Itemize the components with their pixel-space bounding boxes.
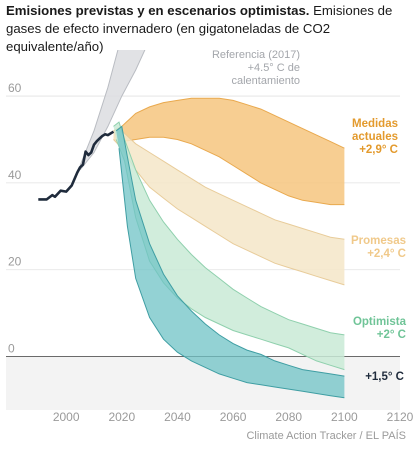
x-tick-label: 2100 bbox=[331, 410, 358, 424]
band-edge-onefive-upper bbox=[115, 125, 345, 377]
label-onefive: +1,5° C bbox=[365, 371, 404, 383]
band-edge-optimistic-upper bbox=[113, 121, 345, 336]
band-current bbox=[113, 98, 345, 205]
band-optimistic bbox=[113, 122, 345, 370]
label-current-line: actuales bbox=[352, 131, 398, 143]
band-edge-current-upper bbox=[113, 97, 345, 149]
y-tick-label: 0 bbox=[8, 342, 15, 356]
x-tick-label: 2080 bbox=[275, 410, 302, 424]
bands-group bbox=[79, 50, 345, 399]
band-edge-reference-upper bbox=[79, 50, 119, 166]
band-reference bbox=[80, 50, 145, 170]
band-pledges bbox=[113, 130, 345, 285]
label-reference: Referencia (2017) +4.5° C de calentamiento bbox=[212, 49, 300, 87]
x-tick-label: 2000 bbox=[53, 410, 80, 424]
label-optimistic-line: Optimista bbox=[353, 316, 407, 328]
band-edge-current-lower bbox=[113, 136, 345, 206]
historical-line bbox=[38, 130, 115, 201]
label-optimistic: Optimista +2° C bbox=[353, 316, 407, 341]
x-tick-label: 2020 bbox=[108, 410, 135, 424]
y-tick-label: 60 bbox=[8, 81, 22, 95]
label-optimistic-line: +2° C bbox=[377, 329, 406, 341]
label-pledges-line: Promesas bbox=[351, 235, 406, 247]
x-tick-label: 2040 bbox=[164, 410, 191, 424]
chart-title: Emisiones previstas y en escenarios opti… bbox=[6, 2, 408, 56]
label-pledges: Promesas +2,4° C bbox=[351, 235, 406, 260]
band-onefive bbox=[116, 126, 345, 398]
band-edge-onefive-lower bbox=[118, 148, 345, 399]
label-pledges-line: +2,4° C bbox=[367, 248, 406, 260]
band-edge-pledges-upper bbox=[113, 130, 345, 240]
y-tick-label: 40 bbox=[8, 168, 22, 182]
title-bold: Emisiones previstas y en escenarios opti… bbox=[6, 3, 310, 18]
label-current: Medidas actuales +2,9° C bbox=[352, 118, 398, 156]
label-current-line: +2,9° C bbox=[359, 144, 398, 156]
source-credit: Climate Action Tracker / EL PAÍS bbox=[246, 430, 406, 442]
label-reference-line: calentamiento bbox=[232, 75, 301, 87]
band-edge-reference-lower bbox=[79, 50, 146, 171]
band-edge-pledges-lower bbox=[113, 139, 345, 286]
label-reference-line: Referencia (2017) bbox=[212, 49, 300, 61]
label-reference-line: +4.5° C de bbox=[248, 62, 300, 74]
title-subtitle: Emisiones de gases de efecto invernadero… bbox=[6, 3, 393, 54]
label-current-line: Medidas bbox=[352, 118, 398, 130]
label-onefive-line: +1,5° C bbox=[365, 371, 404, 383]
x-tick-label: 2120 bbox=[387, 410, 414, 424]
y-tick-label: 20 bbox=[8, 255, 22, 269]
x-tick-label: 2060 bbox=[220, 410, 247, 424]
